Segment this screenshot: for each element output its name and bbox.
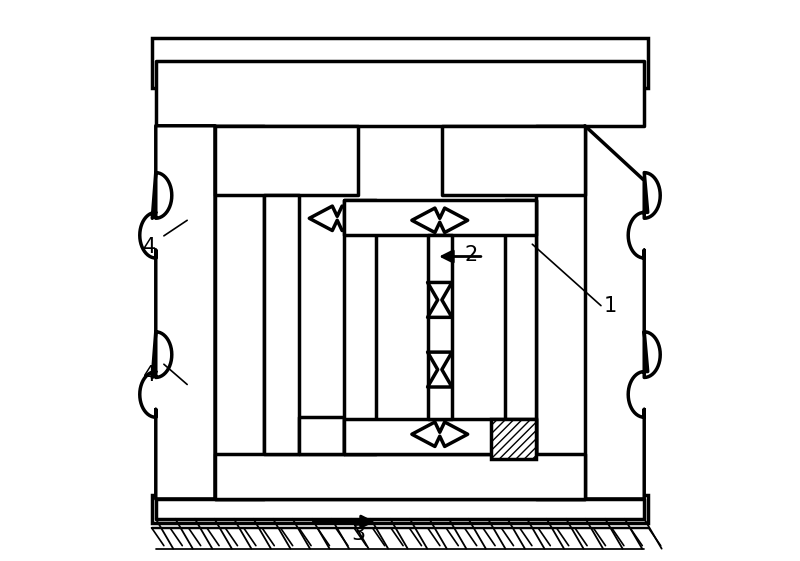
Polygon shape (442, 126, 585, 195)
Polygon shape (156, 61, 644, 126)
Polygon shape (427, 282, 452, 318)
Polygon shape (215, 126, 264, 499)
Polygon shape (427, 352, 452, 387)
Polygon shape (412, 208, 468, 232)
Polygon shape (344, 200, 536, 235)
Polygon shape (310, 206, 365, 231)
Polygon shape (299, 417, 344, 454)
Polygon shape (151, 495, 649, 523)
Polygon shape (428, 235, 452, 419)
Bar (490, 419, 536, 459)
Text: 4: 4 (143, 237, 157, 257)
Polygon shape (264, 195, 299, 454)
Text: 2: 2 (465, 245, 478, 265)
Polygon shape (151, 38, 649, 88)
Polygon shape (344, 200, 375, 454)
Polygon shape (536, 126, 585, 499)
Text: 4: 4 (143, 365, 157, 385)
Polygon shape (344, 419, 536, 454)
Polygon shape (215, 126, 358, 195)
Polygon shape (505, 200, 536, 454)
Polygon shape (412, 422, 468, 447)
Polygon shape (585, 126, 660, 499)
Polygon shape (140, 126, 215, 499)
Polygon shape (215, 454, 585, 499)
Text: 1: 1 (603, 296, 617, 316)
Text: 3: 3 (351, 524, 365, 544)
Polygon shape (310, 424, 365, 448)
Polygon shape (156, 499, 644, 519)
